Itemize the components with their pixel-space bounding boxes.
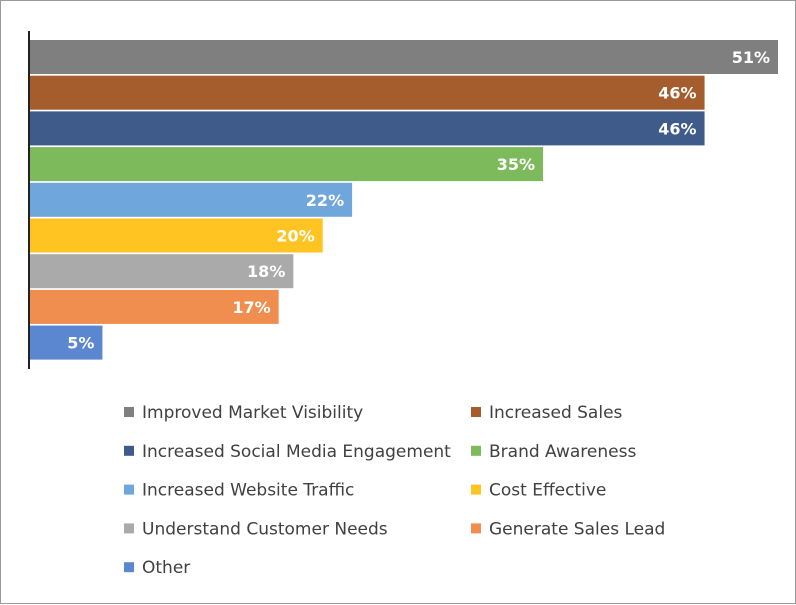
bar-value-label-4: 22% [306, 191, 344, 210]
legend-label-2: Increased Social Media Engagement [142, 442, 451, 462]
legend-swatch-6 [124, 523, 134, 534]
legend-label-0: Improved Market Visibility [142, 403, 363, 423]
bar-5 [29, 218, 323, 253]
bar-4 [29, 182, 353, 217]
bar-value-label-0: 51% [732, 48, 770, 67]
bar-8 [29, 325, 103, 360]
legend-label-8: Other [142, 558, 190, 578]
bar-7 [29, 289, 279, 324]
legend-swatch-0 [124, 407, 134, 417]
legend-label-5: Cost Effective [489, 481, 606, 501]
bar-3 [29, 147, 544, 182]
legend-swatch-4 [124, 484, 134, 495]
legend-swatch-1 [471, 407, 481, 417]
legend-label-6: Understand Customer Needs [142, 519, 388, 539]
legend-swatch-7 [471, 523, 481, 534]
bar-value-label-3: 35% [497, 155, 535, 174]
bar-value-label-5: 20% [276, 227, 314, 246]
legend-swatch-3 [471, 445, 481, 456]
bar-0 [29, 40, 778, 74]
legend-label-7: Generate Sales Lead [489, 519, 665, 539]
legend-swatch-5 [471, 484, 481, 495]
bar-value-label-6: 18% [247, 262, 285, 281]
bar-value-label-8: 5% [67, 334, 94, 353]
bar-1 [29, 75, 705, 110]
legend-swatch-8 [124, 562, 134, 573]
legend-swatch-2 [124, 445, 134, 456]
legend-label-1: Increased Sales [489, 403, 623, 423]
legend-label-3: Brand Awareness [489, 442, 636, 462]
bar-value-label-7: 17% [232, 298, 270, 317]
bar-value-label-2: 46% [658, 119, 696, 138]
legend-label-4: Increased Website Traffic [142, 481, 354, 501]
bar-2 [29, 111, 705, 146]
bar-value-label-1: 46% [658, 84, 696, 103]
bar-6 [29, 254, 294, 289]
